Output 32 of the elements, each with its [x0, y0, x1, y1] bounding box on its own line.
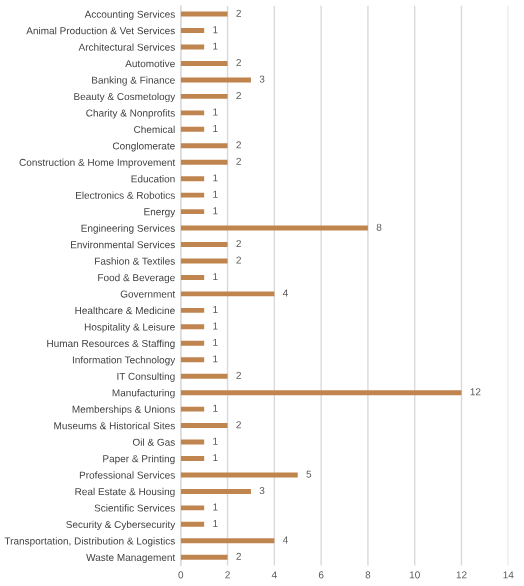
bar — [180, 126, 205, 132]
bar — [180, 488, 251, 494]
bar — [180, 159, 228, 165]
bar — [180, 324, 205, 330]
bar — [180, 11, 228, 17]
bar — [180, 472, 298, 478]
bar — [180, 340, 205, 346]
bar — [180, 423, 228, 429]
bar — [180, 192, 205, 198]
bar — [180, 554, 228, 560]
bar — [180, 274, 205, 280]
bar — [180, 373, 228, 379]
bar — [180, 143, 228, 149]
bar — [180, 505, 205, 511]
bar — [180, 28, 205, 34]
bar — [180, 291, 275, 297]
bar — [180, 209, 205, 215]
bar — [180, 61, 228, 66]
bar — [180, 176, 205, 182]
bar — [180, 406, 205, 412]
bar — [180, 93, 228, 99]
bar — [180, 538, 275, 544]
bar — [180, 77, 251, 83]
bar — [180, 521, 205, 527]
bar — [180, 456, 205, 461]
bar — [180, 439, 205, 445]
bar — [180, 225, 368, 231]
bar — [180, 110, 205, 116]
bar — [180, 390, 462, 396]
bar — [180, 242, 228, 247]
bar — [180, 357, 205, 363]
bar — [180, 307, 205, 313]
